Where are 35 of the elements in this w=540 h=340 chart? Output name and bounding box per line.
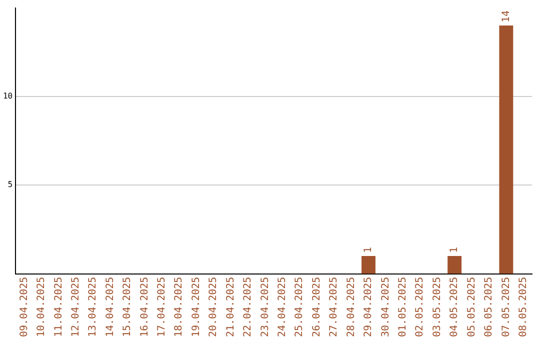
x-tick-label: 08.05.2025: [518, 276, 529, 338]
x-tick-label: 26.04.2025: [311, 276, 322, 338]
x-tick-label: 20.04.2025: [208, 276, 220, 338]
x-tick-label: 01.05.2025: [398, 276, 408, 338]
x-tick-label: 19.04.2025: [190, 276, 202, 338]
y-tick-label: 5: [8, 180, 13, 190]
x-tick-label: 22.04.2025: [242, 276, 254, 338]
y-tick-label: 10: [2, 92, 13, 101]
x-tick-label: 18.04.2025: [174, 276, 185, 338]
x-tick-label: 05.05.2025: [466, 276, 478, 338]
x-tick-label: 15.04.2025: [122, 276, 134, 338]
x-tick-label: 27.04.2025: [328, 276, 340, 338]
x-tick-label: 29.04.2025: [363, 276, 374, 338]
x-tick-label: 24.04.2025: [277, 276, 288, 338]
x-tick-label: 10.04.2025: [36, 276, 48, 338]
x-tick-label: 30.04.2025: [380, 276, 392, 338]
x-tick-label: 14.04.2025: [104, 276, 116, 338]
x-tick-label: 28.04.2025: [346, 276, 357, 338]
x-tick-label: 23.04.2025: [260, 276, 271, 338]
x-tick-label: 03.05.2025: [432, 276, 443, 338]
data-label: 1: [449, 247, 460, 254]
data-label: 14: [500, 10, 512, 23]
x-tick-label: 21.04.2025: [225, 276, 236, 338]
x-tick-label: 25.04.2025: [294, 276, 306, 338]
x-tick-label: 12.04.2025: [70, 276, 82, 338]
x-tick-label: 04.05.2025: [449, 276, 460, 338]
data-label: 1: [363, 247, 374, 254]
x-tick-label: 17.04.2025: [156, 276, 168, 338]
x-tick-label: 02.05.2025: [414, 276, 426, 338]
x-tick-label: 06.05.2025: [484, 276, 495, 338]
x-tick-label: 13.04.2025: [88, 276, 99, 338]
x-tick-label: 11.04.2025: [53, 276, 64, 338]
x-tick-label: 09.04.2025: [18, 276, 30, 338]
x-tick-label: 16.04.2025: [139, 276, 150, 338]
x-tick-label: 07.05.2025: [500, 276, 512, 338]
